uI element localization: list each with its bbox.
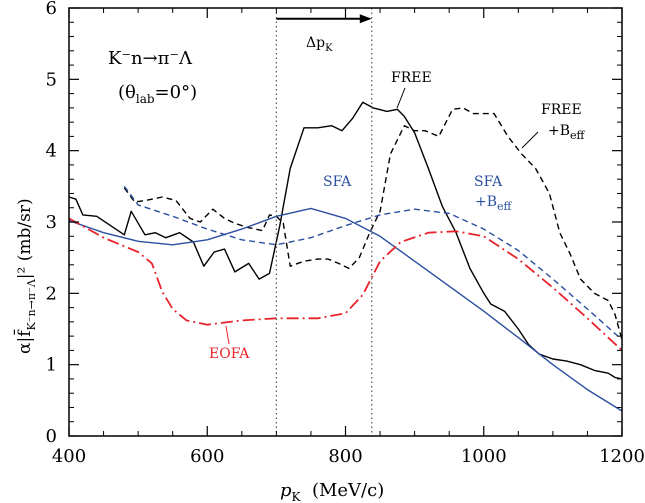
sfa-label: SFA	[323, 174, 352, 190]
y-tick-label: 5	[46, 69, 57, 90]
delta-pk-arrow	[276, 14, 372, 24]
x-tick-label: 1200	[599, 446, 645, 467]
x-tick-label: 600	[190, 446, 224, 467]
y-tick-label: 6	[46, 0, 57, 19]
series-line-free-b-eff	[123, 107, 623, 340]
free-beff-label-line2: +Beff	[548, 123, 586, 142]
delta-pk-label: ΔpK	[306, 35, 333, 54]
series-line-eofa	[68, 217, 623, 352]
sfa-beff-label-line2: +Beff	[475, 194, 513, 213]
x-axis-label: pK (MeV/c)	[280, 480, 384, 503]
x-tick-label: 400	[52, 446, 86, 467]
free-leader	[396, 87, 406, 109]
y-tick-label: 4	[46, 141, 57, 162]
delta-arrow-head	[359, 14, 372, 24]
y-tick-label: 3	[46, 212, 57, 233]
series-line-sfa-b-eff	[123, 185, 623, 341]
y-axis-label: α|f̄K⁻n→π⁻Λ|² (mb/sr)	[12, 198, 38, 354]
x-tick-label: 1000	[461, 446, 507, 467]
series-line-free	[68, 101, 623, 380]
angle-label: (θlab=0°)	[118, 82, 197, 106]
eofa-label: EOFA	[209, 346, 250, 362]
guides-layer	[275, 8, 373, 436]
x-tick-label: 800	[328, 446, 362, 467]
y-tick-label: 0	[46, 426, 57, 447]
free-label: FREE	[391, 70, 432, 86]
label-leader-lines	[225, 87, 539, 345]
eofa-leader	[225, 325, 230, 345]
plot-frame	[68, 7, 623, 437]
axis-ticks-layer: 400 600 800 1000 1200 0 1 2 3 4 5 6	[46, 0, 645, 467]
free-beff-label-line1: FREE	[541, 102, 582, 118]
reaction-label: K⁻n→π⁻Λ	[108, 48, 193, 69]
series-line-sfa	[68, 207, 623, 412]
sfa-beff-label-line1: SFA	[474, 174, 503, 190]
y-tick-label: 2	[46, 283, 57, 304]
series-lines-layer	[68, 101, 623, 412]
y-tick-label: 1	[46, 355, 57, 376]
free-beff-leader	[521, 131, 539, 149]
